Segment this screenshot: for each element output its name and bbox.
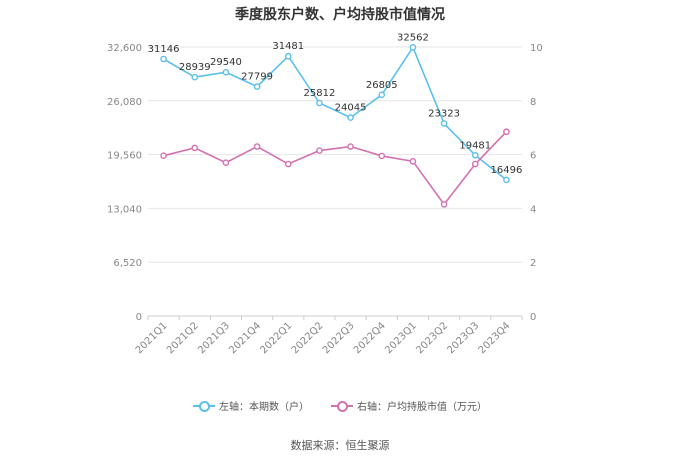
- x-tick-label: 2021Q3: [196, 320, 232, 356]
- data-label: 28939: [179, 62, 211, 73]
- legend-swatch-icon: [193, 400, 215, 412]
- x-tick-label: 2022Q2: [290, 320, 326, 356]
- data-source-note: 数据来源：恒生聚源: [290, 439, 390, 452]
- x-tick-label: 2021Q2: [165, 320, 201, 356]
- legend-label: 左轴：本期数（户）: [219, 402, 309, 413]
- x-tick-label: 2023Q4: [477, 320, 513, 356]
- data-point: [222, 159, 230, 166]
- data-point: [471, 151, 479, 159]
- data-point: [160, 55, 167, 63]
- y-right-tick-label: 4: [530, 204, 536, 215]
- data-label: 31481: [272, 41, 304, 52]
- data-label: 16496: [491, 165, 523, 176]
- x-tick-label: 2022Q4: [352, 320, 388, 356]
- y-right-tick-label: 0: [530, 312, 536, 323]
- data-label: 27799: [241, 72, 273, 83]
- y-left-tick-label: 19,560: [107, 151, 142, 162]
- x-tick-label: 2022Q1: [259, 320, 295, 356]
- x-tick-label: 2021Q4: [227, 320, 263, 356]
- data-point: [409, 44, 417, 51]
- y-left-tick-label: 0: [136, 312, 142, 323]
- data-point: [409, 158, 417, 165]
- y-left-tick-label: 6,520: [113, 258, 142, 269]
- data-point: [347, 143, 354, 150]
- series-line-1: [163, 131, 507, 206]
- data-point: [440, 201, 448, 208]
- x-tick-label: 2023Q2: [414, 320, 450, 356]
- x-tick-label: 2023Q1: [383, 320, 419, 356]
- data-point: [191, 144, 199, 152]
- data-point: [316, 99, 323, 107]
- data-point: [378, 152, 386, 160]
- x-tick-label: 2021Q1: [134, 320, 170, 356]
- legend-item-left-series[interactable]: 左轴：本期数（户）: [193, 398, 309, 413]
- legend-swatch-icon: [331, 400, 353, 412]
- data-point: [253, 143, 261, 150]
- data-point: [503, 128, 510, 136]
- data-point: [503, 176, 510, 184]
- data-point: [253, 83, 261, 90]
- series-line-0: [163, 45, 507, 181]
- y-left-tick-label: 13,040: [107, 204, 142, 215]
- legend-label: 右轴：户均持股市值（万元）: [357, 402, 487, 413]
- data-label: 25812: [304, 88, 336, 99]
- data-point: [378, 91, 386, 99]
- legend-item-right-series[interactable]: 右轴：户均持股市值（万元）: [331, 398, 487, 413]
- data-point: [316, 147, 323, 154]
- data-label: 26805: [366, 80, 398, 91]
- data-label: 29540: [210, 57, 242, 68]
- y-left-tick-label: 26,080: [107, 97, 142, 108]
- chart-legend: 左轴：本期数（户） 右轴：户均持股市值（万元）: [0, 398, 680, 413]
- data-label: 19481: [459, 140, 491, 151]
- data-point: [222, 68, 230, 76]
- data-point: [284, 52, 292, 60]
- data-point: [347, 114, 354, 121]
- data-label: 32562: [397, 32, 429, 43]
- chart-title: 季度股东户数、户均持股市值情况: [235, 7, 445, 23]
- data-point: [284, 160, 292, 168]
- y-right-tick-label: 8: [530, 97, 536, 108]
- y-right-tick-label: 6: [530, 151, 536, 162]
- data-label: 24045: [335, 103, 367, 114]
- y-right-tick-label: 2: [530, 258, 536, 269]
- data-point: [471, 160, 479, 168]
- data-label: 31146: [148, 44, 180, 55]
- x-tick-label: 2023Q3: [446, 320, 482, 356]
- y-right-tick-label: 10: [530, 43, 543, 54]
- data-point: [191, 73, 199, 81]
- x-tick-label: 2022Q3: [321, 320, 357, 356]
- data-label: 23323: [428, 109, 460, 120]
- y-left-tick-label: 32,600: [107, 43, 142, 54]
- data-point: [440, 120, 448, 127]
- data-point: [160, 152, 167, 159]
